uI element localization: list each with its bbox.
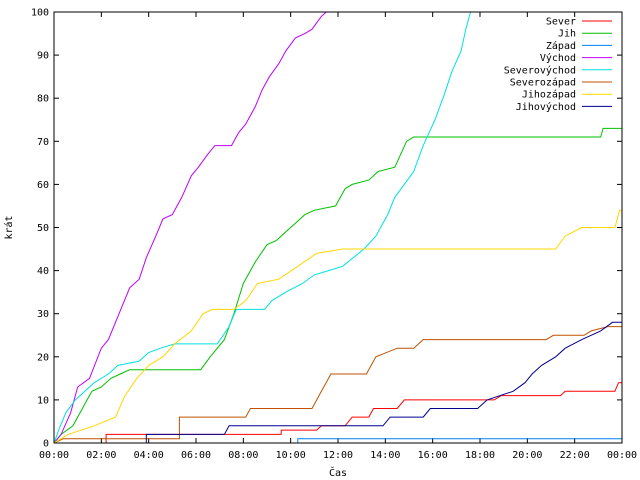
series-line-sever (54, 382, 622, 443)
plot-border (53, 11, 623, 444)
y-tick-label-3: 30 (37, 309, 49, 320)
series-line-severozapad (54, 326, 622, 443)
legend-label-severozapad: Severozápad (510, 77, 576, 89)
x-tick-label-4: 08:00 (228, 450, 258, 461)
legend-label-sever: Sever (546, 17, 576, 28)
y-tick-label-8: 80 (37, 94, 49, 105)
y-tick-label-1: 10 (37, 395, 49, 406)
legend-label-vychod: Východ (540, 52, 576, 64)
x-tick-label-11: 22:00 (560, 450, 590, 461)
series-line-severovychod (54, 12, 471, 443)
x-tick-label-10: 20:00 (512, 450, 542, 461)
x-tick-label-7: 14:00 (370, 450, 400, 461)
y-tick-label-10: 100 (31, 8, 49, 19)
legend-label-jihozapad: Jihozápad (522, 89, 576, 101)
series-line-jih (54, 127, 622, 443)
x-tick-label-1: 02:00 (86, 450, 116, 461)
y-tick-label-0: 0 (43, 439, 49, 450)
series-line-vychod (54, 12, 327, 443)
x-axis-label: Čas (329, 466, 347, 479)
x-tick-label-6: 12:00 (323, 450, 353, 461)
y-tick-label-9: 90 (37, 51, 49, 62)
series-line-jihozapad (54, 209, 622, 443)
y-axis-label: krát (3, 215, 15, 239)
ticks-layer: 0 10 20 30 40 50 60 70 80 90 100 00:00 02:00 04:00 06:… (31, 8, 637, 462)
y-tick-label-2: 20 (37, 352, 49, 363)
legend-label-jihovychod: Jihovýchod (516, 101, 576, 113)
series-line-zapad (54, 438, 622, 443)
x-tick-label-0: 00:00 (39, 450, 69, 461)
x-tick-label-9: 18:00 (465, 450, 495, 461)
x-tick-label-3: 06:00 (181, 450, 211, 461)
legend-label-jih: Jih (558, 29, 576, 40)
series-line-jihovychod (54, 321, 622, 443)
y-tick-label-5: 50 (37, 223, 49, 234)
legend-label-zapad: Západ (546, 40, 576, 52)
x-tick-label-12: 00:00 (607, 450, 637, 461)
y-tick-label-4: 40 (37, 266, 49, 277)
legend: SeverJihZápadVýchodSeverovýchodSeverozáp… (504, 17, 612, 113)
legend-label-severovychod: Severovýchod (504, 64, 576, 76)
x-tick-label-5: 10:00 (276, 450, 306, 461)
x-tick-label-8: 16:00 (418, 450, 448, 461)
x-tick-label-2: 04:00 (134, 450, 164, 461)
y-tick-label-7: 70 (37, 137, 49, 148)
series-layer (54, 12, 622, 443)
y-tick-label-6: 60 (37, 180, 49, 191)
